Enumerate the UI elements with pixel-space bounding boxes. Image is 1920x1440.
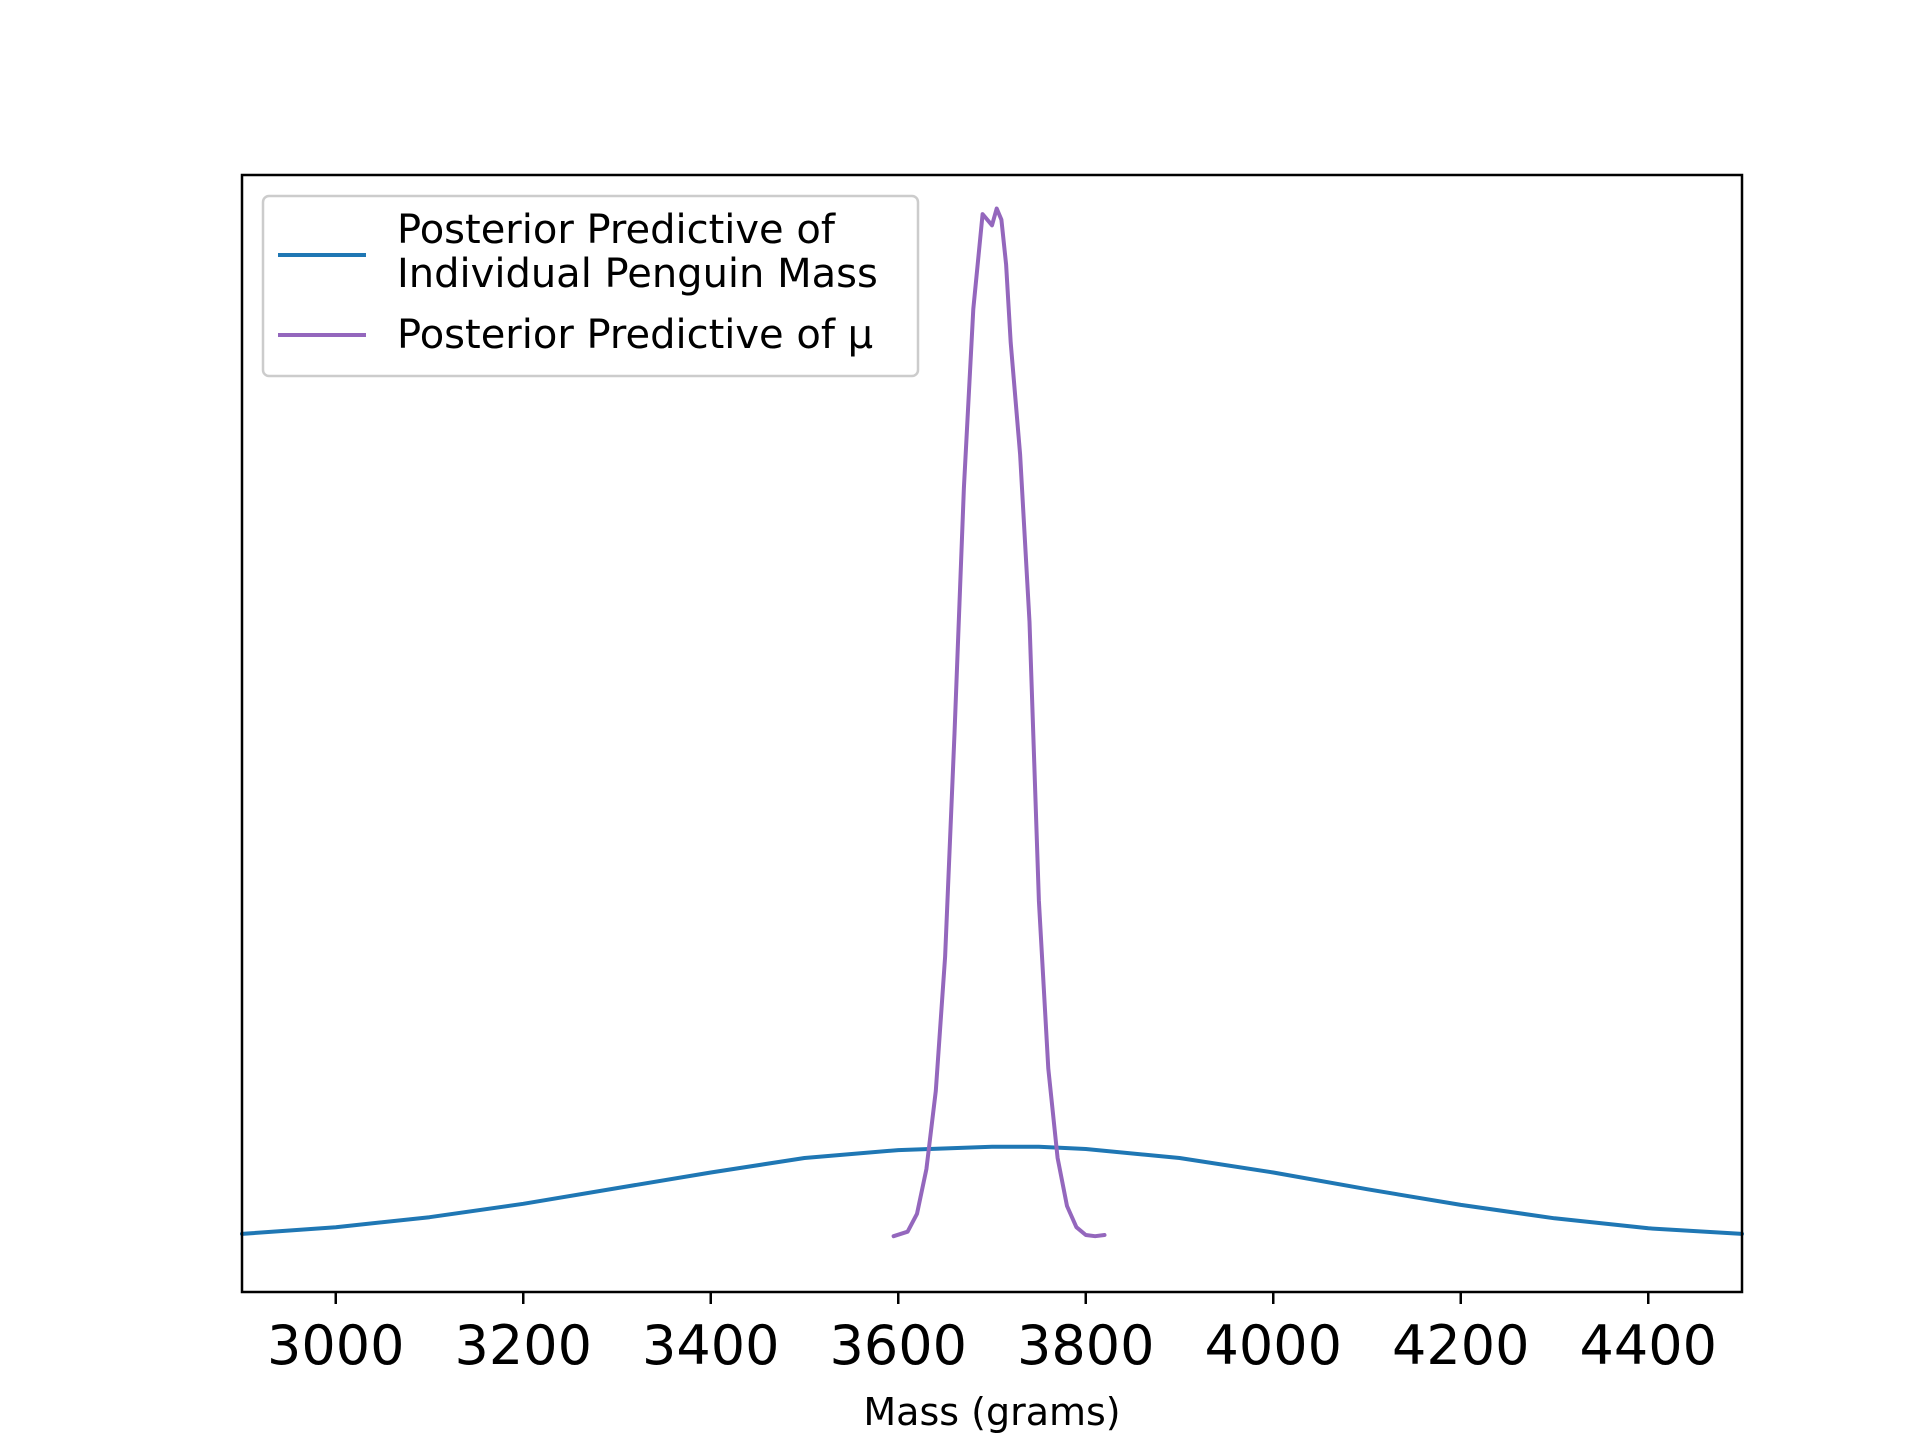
legend-box	[261, 194, 920, 378]
x-ticks: 3000 3200 3400 3600 3800 4000 4200 4400	[267, 1292, 1717, 1377]
series-line-0	[240, 1144, 1744, 1236]
legend-label-individual-mass: Posterior Predictive of Individual Pengui…	[397, 207, 878, 297]
legend: Posterior Predictive of Individual Pengui…	[261, 194, 920, 378]
x-tick-label: 4200	[1392, 1314, 1529, 1377]
series-layer	[240, 206, 1744, 1239]
x-tick-label: 4400	[1580, 1314, 1717, 1377]
x-tick-label: 3000	[267, 1314, 404, 1377]
plot-frame	[240, 173, 1744, 1294]
x-axis-label: Mass (grams)	[863, 1390, 1120, 1434]
series-line-1	[891, 206, 1107, 1239]
legend-label-mu: Posterior Predictive of μ	[397, 312, 873, 358]
x-tick-label: 3600	[830, 1314, 967, 1377]
x-tick-label: 3800	[1017, 1314, 1154, 1377]
x-tick-label: 4000	[1205, 1314, 1342, 1377]
x-tick-label: 3400	[642, 1314, 779, 1377]
x-tick-label: 3200	[455, 1314, 592, 1377]
